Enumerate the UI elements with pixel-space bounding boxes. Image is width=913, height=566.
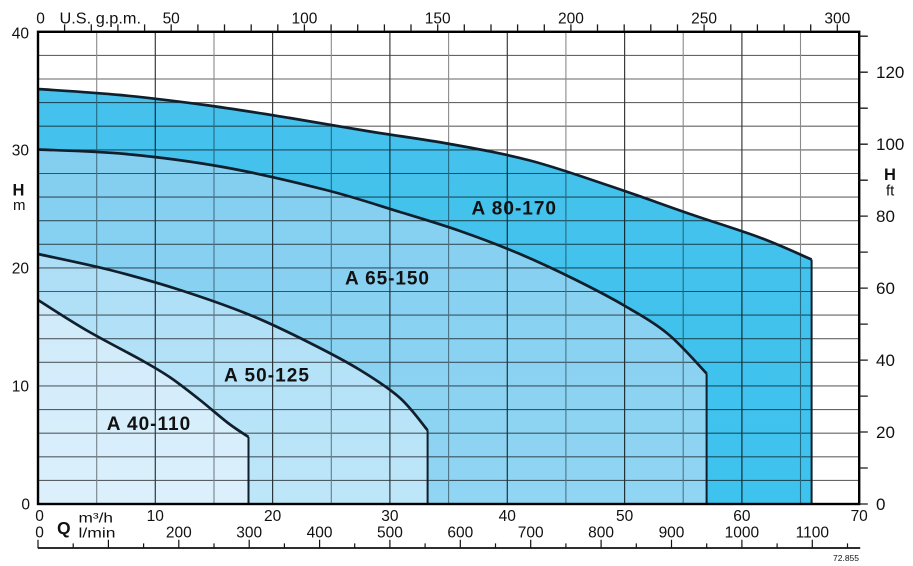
svg-text:100: 100: [291, 11, 317, 28]
svg-text:50: 50: [616, 508, 634, 525]
svg-text:20: 20: [264, 508, 282, 525]
svg-text:1100: 1100: [796, 525, 830, 542]
svg-text:0: 0: [876, 495, 885, 514]
svg-text:30: 30: [381, 508, 399, 525]
svg-text:A 65-150: A 65-150: [345, 269, 429, 290]
svg-text:250: 250: [691, 11, 717, 28]
svg-text:10: 10: [147, 508, 165, 525]
svg-text:20: 20: [12, 261, 30, 278]
svg-text:U.S. g.p.m.: U.S. g.p.m.: [60, 11, 142, 28]
svg-text:50: 50: [163, 11, 181, 28]
svg-text:900: 900: [659, 525, 685, 542]
svg-text:ft: ft: [886, 183, 895, 200]
svg-text:40: 40: [12, 26, 30, 43]
svg-text:1000: 1000: [725, 525, 760, 542]
svg-text:80: 80: [876, 207, 895, 226]
svg-text:20: 20: [876, 423, 895, 442]
svg-text:0: 0: [35, 508, 44, 525]
svg-text:0: 0: [21, 497, 30, 514]
svg-text:300: 300: [824, 11, 850, 28]
svg-text:500: 500: [377, 525, 403, 542]
svg-text:m³/h: m³/h: [79, 511, 114, 526]
svg-text:H: H: [884, 166, 896, 184]
svg-text:40: 40: [499, 508, 517, 525]
svg-text:m: m: [13, 197, 26, 214]
svg-text:120: 120: [876, 63, 904, 82]
svg-text:600: 600: [447, 525, 473, 542]
svg-text:0: 0: [36, 11, 45, 28]
svg-text:l/min: l/min: [79, 526, 116, 541]
svg-text:60: 60: [733, 508, 751, 525]
svg-text:800: 800: [588, 525, 614, 542]
svg-text:200: 200: [166, 525, 192, 542]
svg-text:A 80-170: A 80-170: [472, 199, 557, 220]
svg-text:60: 60: [876, 279, 895, 298]
svg-text:30: 30: [12, 143, 30, 160]
svg-text:300: 300: [236, 525, 262, 542]
svg-text:700: 700: [518, 525, 544, 542]
svg-text:10: 10: [12, 379, 30, 396]
svg-text:H: H: [13, 182, 25, 200]
svg-text:0: 0: [35, 525, 44, 542]
svg-text:200: 200: [558, 11, 584, 28]
svg-text:70: 70: [851, 508, 869, 525]
svg-text:150: 150: [425, 11, 451, 28]
svg-text:A 40-110: A 40-110: [107, 414, 191, 435]
svg-text:40: 40: [876, 351, 895, 370]
svg-text:100: 100: [876, 135, 904, 154]
svg-text:400: 400: [307, 525, 333, 542]
svg-text:Q: Q: [57, 518, 71, 538]
svg-text:72.855: 72.855: [833, 553, 859, 563]
